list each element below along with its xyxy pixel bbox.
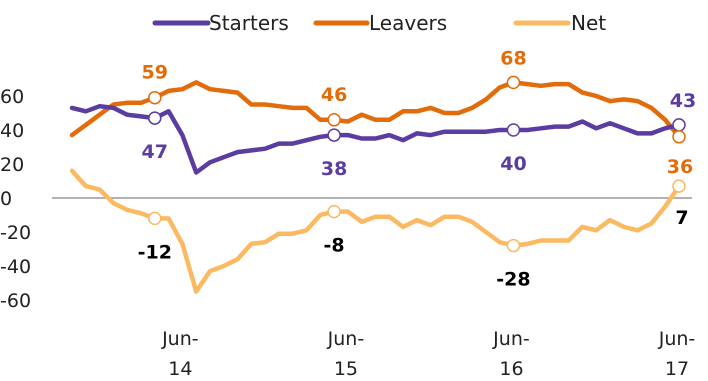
series-lines (69, 80, 682, 294)
data-label-leavers: 36 (667, 156, 693, 178)
marker-net (148, 211, 162, 226)
marker-leavers (148, 90, 162, 105)
x-tick-label: 14 (168, 358, 192, 380)
marker-starters (327, 128, 341, 142)
marker-starters (148, 111, 162, 125)
x-tick-label: Jun- (161, 328, 199, 350)
data-label-leavers: 59 (142, 62, 168, 84)
y-tick-label: 60 (0, 86, 24, 108)
x-tick-label: Jun- (327, 328, 365, 350)
y-axis: 60 40 20 0 -20 -40 -60 (0, 86, 31, 312)
data-label-starters: 47 (142, 141, 168, 163)
data-labels: 59 47 -12 46 38 -8 68 40 -28 43 36 7 (138, 47, 697, 290)
data-label-leavers: 46 (321, 84, 347, 106)
marker-net (327, 204, 341, 219)
legend-label-net: Net (571, 11, 606, 35)
legend-label-starters: Starters (209, 11, 289, 35)
data-label-leavers: 68 (500, 47, 526, 69)
y-tick-label: 40 (0, 120, 24, 142)
x-tick-label: 15 (334, 358, 358, 380)
data-label-net: 7 (675, 207, 688, 229)
series-line-starters (69, 103, 682, 175)
marker-net (506, 238, 521, 253)
y-tick-label: -60 (0, 290, 31, 312)
legend: Starters Leavers Net (152, 11, 606, 35)
x-tick-label: 17 (665, 358, 689, 380)
marker-leavers (506, 75, 521, 90)
data-label-net: -8 (324, 235, 345, 257)
data-label-starters: 38 (321, 158, 347, 180)
y-tick-label: 0 (0, 188, 12, 210)
y-tick-label: -20 (0, 222, 31, 244)
marker-leavers (672, 130, 686, 144)
x-tick-label: Jun- (492, 328, 530, 350)
x-axis: Jun- 14 Jun- 15 Jun- 16 Jun- 17 (161, 328, 695, 380)
data-label-net: -28 (496, 269, 530, 291)
series-line-net (69, 168, 682, 294)
data-label-starters: 43 (670, 90, 696, 112)
data-label-net: -12 (138, 241, 172, 263)
data-markers (148, 75, 686, 253)
x-tick-label: Jun- (658, 328, 696, 350)
marker-leavers (327, 113, 341, 127)
y-tick-label: -40 (0, 256, 31, 278)
x-tick-label: 16 (499, 358, 523, 380)
data-label-starters: 40 (500, 153, 526, 175)
y-tick-label: 20 (0, 154, 24, 176)
marker-net (672, 179, 686, 193)
marker-starters (672, 118, 686, 132)
legend-label-leavers: Leavers (369, 11, 447, 35)
series-line-leavers (69, 80, 682, 140)
marker-starters (506, 123, 521, 137)
